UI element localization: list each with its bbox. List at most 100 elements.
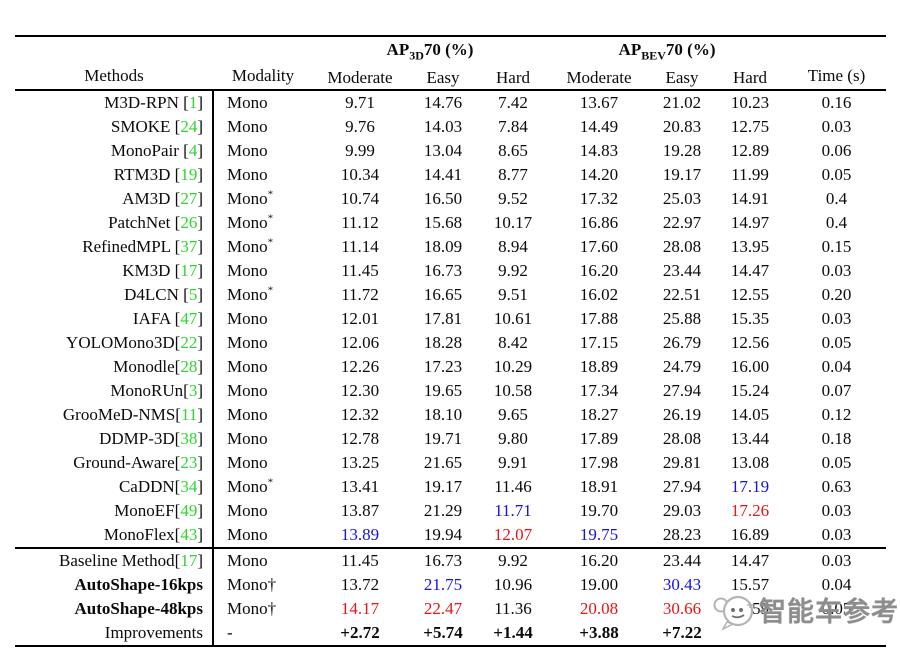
citation-number: 22 xyxy=(180,333,198,353)
value-cell: 11.45 xyxy=(341,261,379,281)
method-cell: DDMP-3D[38] xyxy=(15,427,214,452)
value-cell: 16.02 xyxy=(579,285,619,305)
value-cell: 12.06 xyxy=(340,333,380,353)
method-name: Improvements xyxy=(104,623,203,643)
method-cell: Baseline Method[17] xyxy=(15,547,214,574)
method-name: AutoShape-48kps xyxy=(74,599,204,619)
value-cell: 11.71 xyxy=(494,501,532,521)
method-name: MonoFlex xyxy=(103,525,175,545)
value-cell: 0.63 xyxy=(821,477,852,497)
modality-cell: Mono† xyxy=(227,599,277,619)
modality-cell: Mono xyxy=(227,453,268,473)
modality-cell: Mono† xyxy=(227,575,277,595)
method-cell: RTM3D [19] xyxy=(15,163,214,188)
value-cell: 15.24 xyxy=(730,381,770,401)
citation-number: 11 xyxy=(180,405,198,425)
table-row: MonoPair [4] Mono 9.99 13.04 8.65 14.83 19.28 1… xyxy=(15,139,886,164)
citation-number: 5 xyxy=(188,285,198,305)
value-cell: 0.05 xyxy=(821,165,852,185)
value-cell: 0.15 xyxy=(821,237,852,257)
value-cell: 9.99 xyxy=(345,141,375,161)
value-cell: 0.18 xyxy=(821,429,852,449)
method-cell: MonoRUn[3] xyxy=(15,379,214,404)
method-name: SMOKE xyxy=(110,117,175,137)
value-cell: 9.51 xyxy=(498,285,528,305)
col-header-apbev-hard: Hard xyxy=(733,68,767,88)
table-row: PatchNet [26] Mono* 11.12 15.68 10.17 16.86 22… xyxy=(15,211,886,236)
value-cell: 19.17 xyxy=(423,477,463,497)
citation-number: 27 xyxy=(180,189,198,209)
table-row: Baseline Method[17] Mono 11.45 16.73 9.92 16.… xyxy=(15,547,887,574)
method-cell: GrooMeD-NMS[11] xyxy=(15,403,214,428)
value-cell: 12.55 xyxy=(730,285,770,305)
modality-cell: Mono xyxy=(227,141,268,161)
value-cell: 0.03 xyxy=(821,309,852,329)
citation-number: 17 xyxy=(180,261,198,281)
value-cell: +1.44 xyxy=(493,623,533,643)
value-cell: 28.08 xyxy=(662,429,702,449)
modality-cell: Mono xyxy=(227,429,268,449)
method-name: AutoShape-16kps xyxy=(74,575,204,595)
modality-cell: Mono xyxy=(213,547,313,574)
value-cell: 9.92 xyxy=(479,547,548,574)
value-cell: 0.05 xyxy=(821,333,852,353)
value-cell: 12.56 xyxy=(730,333,770,353)
value-cell: 14.47 xyxy=(713,547,788,574)
value-cell: 16.73 xyxy=(423,261,463,281)
modality-cell: Mono* xyxy=(227,284,274,305)
value-cell: 0.20 xyxy=(821,285,852,305)
value-cell: 26.79 xyxy=(662,333,702,353)
value-cell: 18.10 xyxy=(423,405,463,425)
value-cell: 8.94 xyxy=(498,237,528,257)
value-cell: 12.89 xyxy=(730,141,770,161)
value-cell: 13.25 xyxy=(340,453,380,473)
value-cell: 17.26 xyxy=(730,501,770,521)
method-name: MonoPair xyxy=(110,141,184,161)
modality-cell: Mono xyxy=(227,525,268,545)
value-cell: 0.03 xyxy=(821,117,852,137)
value-cell: 15.57 xyxy=(730,575,770,595)
value-cell: 0.04 xyxy=(821,357,852,377)
col-header-apbev-easy: Easy xyxy=(665,68,699,88)
value-cell: 30.66 xyxy=(662,599,702,619)
table-row: AM3D [27] Mono* 10.74 16.50 9.52 17.32 25.03 14… xyxy=(15,187,886,212)
table-row: DDMP-3D[38] Mono 12.78 19.71 9.80 17.89 28.08 1… xyxy=(15,427,886,452)
value-cell: 22.51 xyxy=(662,285,702,305)
value-cell: 17.60 xyxy=(579,237,619,257)
value-cell: 19.94 xyxy=(423,525,463,545)
value-cell: 16.20 xyxy=(547,547,652,574)
method-name: D4LCN xyxy=(124,285,184,305)
method-cell: Monodle[28] xyxy=(15,355,214,380)
value-cell: 0.12 xyxy=(821,405,852,425)
table-row: MonoRUn[3] Mono 12.30 19.65 10.58 17.34 27.94 1… xyxy=(15,379,886,404)
col-header-ap3d-hard: Hard xyxy=(496,68,530,88)
method-name: IAFA xyxy=(132,309,175,329)
citation-number: 43 xyxy=(180,525,198,545)
method-cell: MonoEF[49] xyxy=(15,499,214,524)
col-header-apbev-moderate: Moderate xyxy=(566,68,632,88)
value-cell: 0.04 xyxy=(821,575,852,595)
value-cell: 19.70 xyxy=(579,501,619,521)
value-cell: 15.68 xyxy=(423,213,463,233)
value-cell: 10.61 xyxy=(493,309,533,329)
value-cell: 13.41 xyxy=(340,477,380,497)
value-cell: 11.12 xyxy=(341,213,379,233)
watermark-text: 智能车参考 xyxy=(759,597,899,627)
modality-cell: Mono xyxy=(227,117,268,137)
value-cell: 11.99 xyxy=(731,165,769,185)
value-cell: 19.00 xyxy=(579,575,619,595)
value-cell: 18.09 xyxy=(423,237,463,257)
modality-cell: Mono* xyxy=(227,212,274,233)
value-cell: 21.65 xyxy=(423,453,463,473)
table-row: Monodle[28] Mono 12.26 17.23 10.29 18.89 24.79… xyxy=(15,355,886,380)
method-name: Baseline Method xyxy=(58,551,175,571)
value-cell: 10.17 xyxy=(493,213,533,233)
value-cell: 19.65 xyxy=(423,381,463,401)
citation-number: 3 xyxy=(188,381,198,401)
value-cell: 16.50 xyxy=(423,189,463,209)
value-cell: 21.29 xyxy=(423,501,463,521)
value-cell: 27.94 xyxy=(662,381,702,401)
value-cell: 9.80 xyxy=(498,429,528,449)
modality-cell: Mono xyxy=(227,309,268,329)
